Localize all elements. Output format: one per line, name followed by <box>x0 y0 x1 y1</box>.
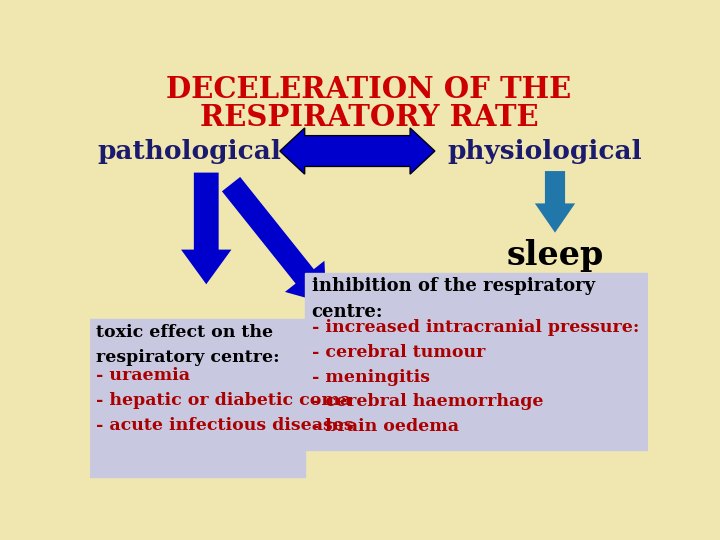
Text: DECELERATION OF THE: DECELERATION OF THE <box>166 75 572 104</box>
Text: RESPIRATORY RATE: RESPIRATORY RATE <box>199 103 539 132</box>
FancyArrow shape <box>535 171 575 233</box>
Text: sleep: sleep <box>506 239 603 272</box>
Text: toxic effect on the
respiratory centre:: toxic effect on the respiratory centre: <box>96 325 280 366</box>
FancyBboxPatch shape <box>90 319 305 477</box>
FancyArrow shape <box>222 177 326 303</box>
FancyArrow shape <box>181 173 231 284</box>
Text: - uraemia
- hepatic or diabetic coma
- acute infectious diseases: - uraemia - hepatic or diabetic coma - a… <box>96 367 354 434</box>
Text: inhibition of the respiratory
centre:: inhibition of the respiratory centre: <box>312 278 595 321</box>
Text: - increased intracranial pressure:
- cerebral tumour
- meningitis
- cerebral hae: - increased intracranial pressure: - cer… <box>312 319 639 435</box>
Text: physiological: physiological <box>447 139 642 164</box>
Polygon shape <box>280 128 435 174</box>
Text: pathological: pathological <box>98 139 282 164</box>
FancyBboxPatch shape <box>305 273 648 450</box>
